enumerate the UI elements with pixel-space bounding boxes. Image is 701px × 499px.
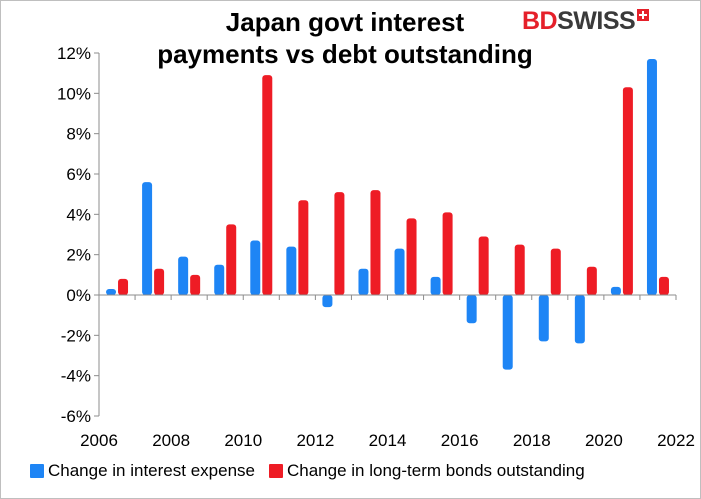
bar-bonds-outstanding: [190, 274, 201, 295]
x-tick-label: 2010: [224, 431, 262, 450]
y-tick-label: 12%: [57, 44, 91, 63]
legend-item-interest: Change in interest expense: [30, 461, 255, 481]
bar-interest-expense: [610, 286, 621, 295]
bar-bonds-outstanding: [154, 268, 165, 295]
chart-legend: Change in interest expense Change in lon…: [30, 460, 599, 482]
bar-interest-expense: [358, 268, 369, 295]
legend-item-bonds: Change in long-term bonds outstanding: [268, 461, 585, 481]
x-tick-label: 2008: [152, 431, 190, 450]
chart-title-line-1: Japan govt interest: [225, 7, 465, 37]
bar-bonds-outstanding: [658, 276, 669, 295]
y-tick-label: 4%: [66, 205, 91, 224]
bar-interest-expense: [214, 264, 225, 295]
y-tick-label: 2%: [66, 246, 91, 265]
bar-interest-expense: [286, 246, 297, 295]
bar-interest-expense: [142, 182, 153, 295]
y-tick-label: 10%: [57, 84, 91, 103]
x-tick-label: 2006: [80, 431, 118, 450]
legend-label-bonds: Change in long-term bonds outstanding: [286, 461, 585, 480]
bar-bonds-outstanding: [226, 224, 237, 295]
legend-label-interest: Change in interest expense: [48, 461, 255, 480]
bar-interest-expense: [322, 295, 333, 308]
bar-interest-expense: [430, 276, 441, 295]
bar-bonds-outstanding: [370, 190, 381, 295]
x-tick-label: 2014: [369, 431, 407, 450]
chart-title: Japan govt interest payments vs debt out…: [110, 6, 580, 70]
bar-interest-expense: [394, 248, 405, 295]
x-tick-label: 2018: [513, 431, 551, 450]
bar-bonds-outstanding: [586, 266, 597, 295]
bar-interest-expense: [178, 256, 189, 295]
y-tick-label: -6%: [61, 407, 91, 426]
x-tick-label: 2020: [585, 431, 623, 450]
logo-text-bd: BD: [522, 7, 558, 35]
x-tick-label: 2022: [657, 431, 695, 450]
bar-interest-expense: [574, 295, 585, 344]
bar-interest-expense: [106, 288, 117, 295]
chart-title-line-2: payments vs debt outstanding: [157, 39, 533, 69]
bar-bonds-outstanding: [406, 218, 417, 295]
bar-interest-expense: [250, 240, 261, 295]
y-tick-label: 6%: [66, 165, 91, 184]
bar-bonds-outstanding: [514, 244, 525, 295]
bdswiss-logo: BD SWISS: [522, 7, 650, 37]
logo-text-swiss: SWISS: [557, 7, 636, 35]
bar-bonds-outstanding: [298, 200, 309, 295]
bar-interest-expense: [646, 59, 657, 295]
bar-interest-expense: [502, 295, 513, 370]
bar-bonds-outstanding: [478, 236, 489, 295]
legend-swatch-interest: [30, 464, 44, 478]
bar-bonds-outstanding: [550, 248, 561, 295]
bar-interest-expense: [466, 295, 477, 324]
x-tick-label: 2012: [296, 431, 334, 450]
bar-bonds-outstanding: [334, 192, 345, 295]
legend-swatch-bonds: [268, 464, 283, 478]
bar-interest-expense: [538, 295, 549, 342]
bar-bonds-outstanding: [622, 87, 633, 296]
bar-bonds-outstanding: [442, 212, 453, 295]
bar-bonds-outstanding: [118, 278, 129, 295]
y-tick-label: -2%: [61, 326, 91, 345]
y-tick-label: 8%: [66, 125, 91, 144]
x-tick-label: 2016: [441, 431, 479, 450]
y-tick-label: -4%: [61, 367, 91, 386]
bar-bonds-outstanding: [262, 75, 273, 295]
swiss-cross-icon: [637, 9, 650, 21]
y-tick-label: 0%: [66, 286, 91, 305]
